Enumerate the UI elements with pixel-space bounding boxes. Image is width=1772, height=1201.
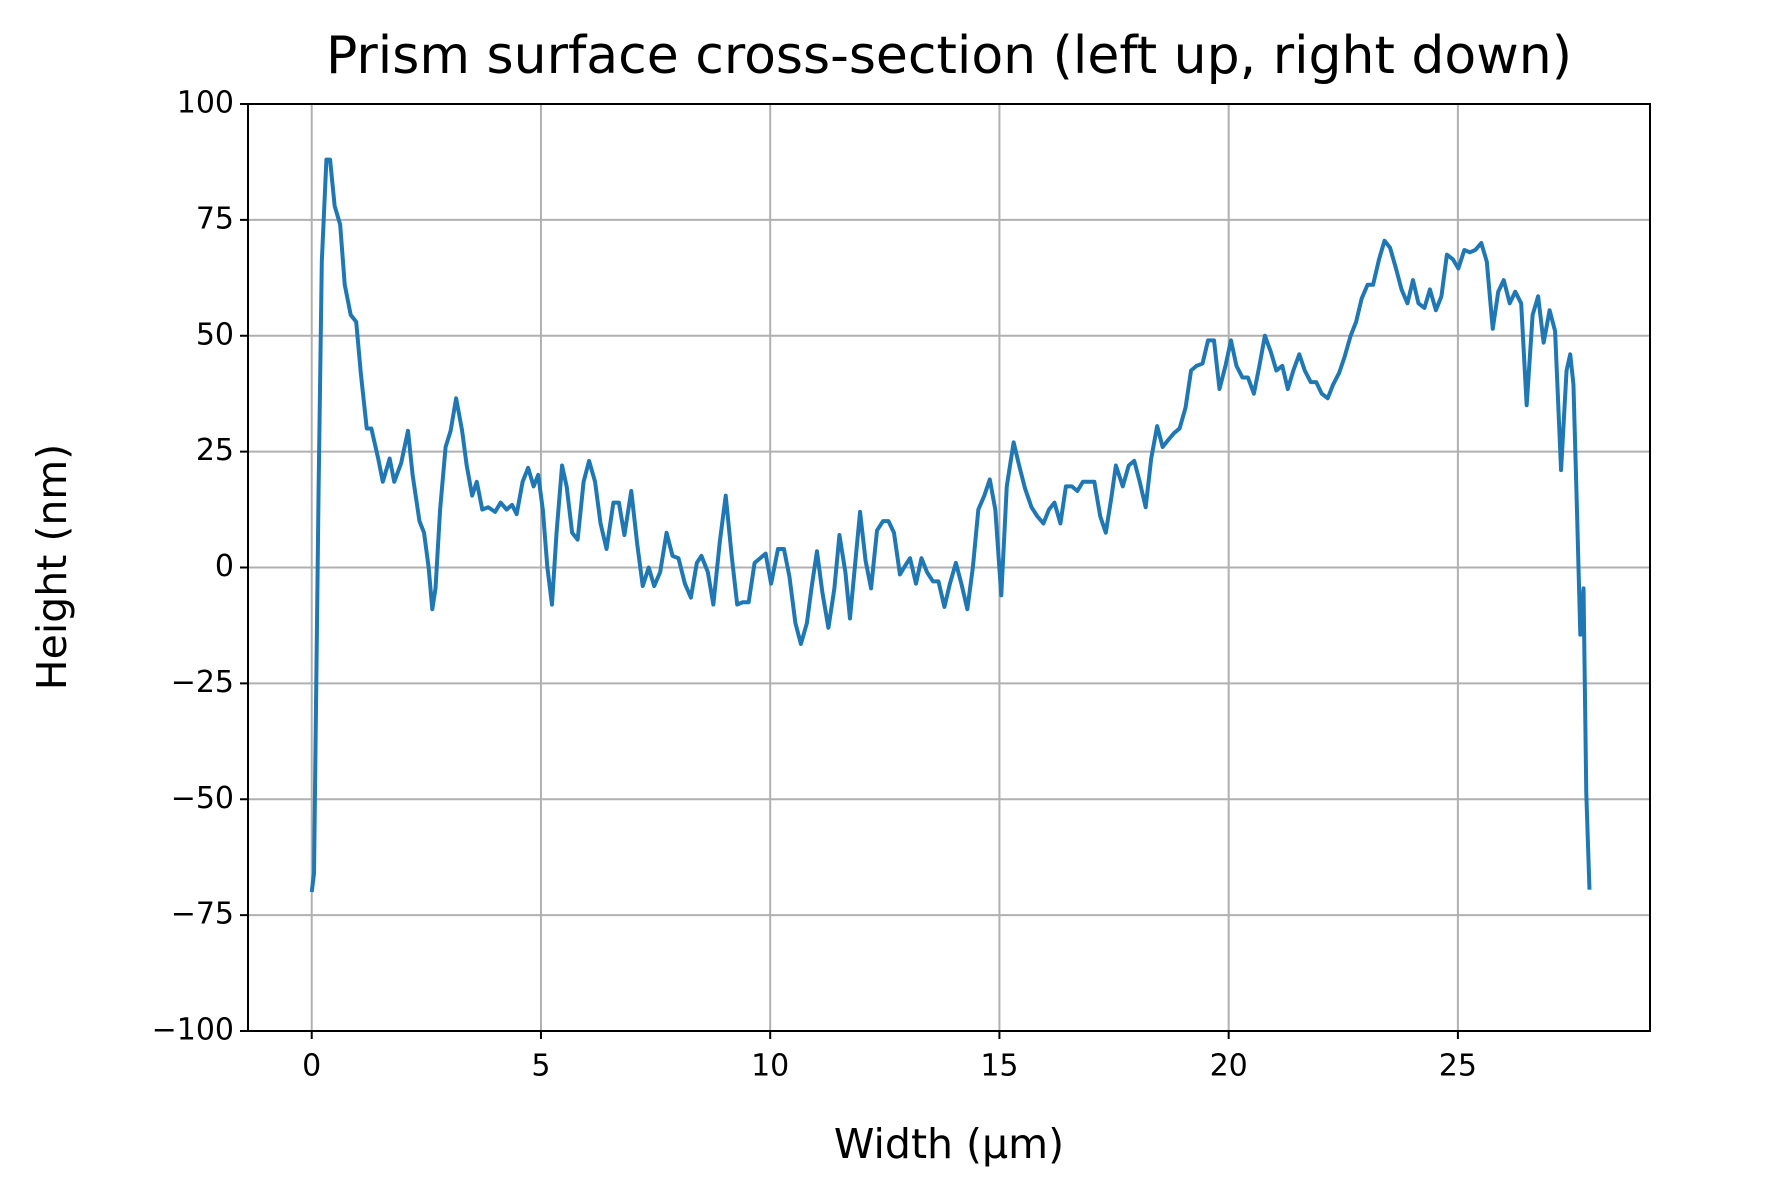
x-tick-label: 5 — [531, 1049, 550, 1084]
y-tick-label: −50 — [171, 781, 234, 816]
y-tick-label: 50 — [196, 317, 234, 352]
x-axis-label: Width (µm) — [834, 1120, 1064, 1168]
y-tick-label: 75 — [196, 201, 234, 236]
x-tick-label: 20 — [1210, 1049, 1248, 1084]
chart-title: Prism surface cross-section (left up, ri… — [326, 26, 1572, 86]
y-axis-label: Height (nm) — [28, 444, 76, 690]
y-tick-label: −100 — [152, 1013, 234, 1048]
x-tick-label: 0 — [302, 1049, 321, 1084]
y-tick-label: 100 — [177, 86, 234, 121]
x-tick-label: 10 — [751, 1049, 789, 1084]
x-tick-label: 25 — [1439, 1049, 1477, 1084]
y-tick-label: 0 — [215, 549, 234, 584]
y-tick-label: 25 — [196, 433, 234, 468]
y-tick-label: −75 — [171, 897, 234, 932]
plot-frame — [247, 103, 1651, 1032]
data-line — [309, 157, 1592, 893]
x-tick-label: 15 — [980, 1049, 1018, 1084]
y-tick-label: −25 — [171, 665, 234, 700]
